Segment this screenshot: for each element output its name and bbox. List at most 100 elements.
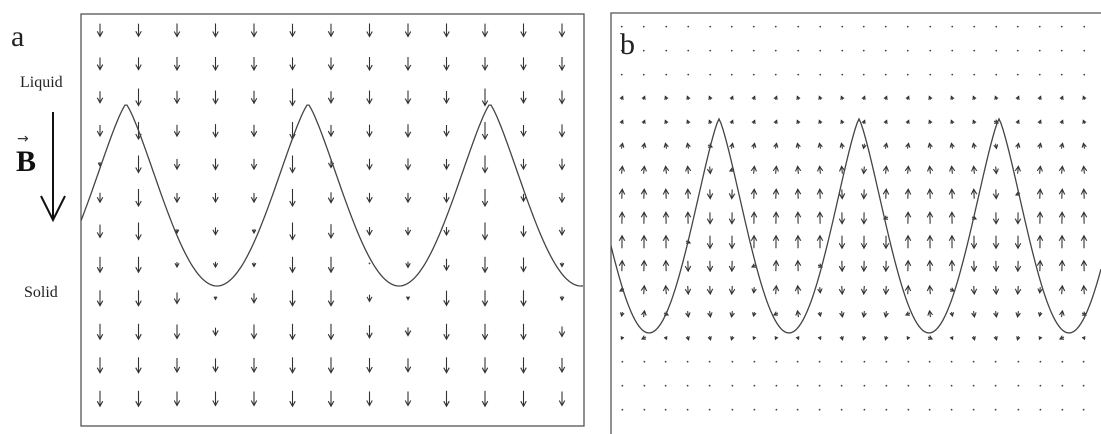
velocity-arrow: [173, 57, 181, 72]
velocity-arrow: [687, 25, 690, 28]
velocity-arrow: [1036, 234, 1044, 249]
velocity-arrow: [96, 192, 104, 204]
velocity-arrow: [641, 119, 646, 124]
velocity-arrow: [443, 357, 450, 374]
velocity-arrow: [664, 384, 667, 387]
velocity-arrow: [838, 212, 846, 225]
velocity-arrow: [862, 336, 867, 341]
velocity-arrow: [995, 25, 998, 28]
velocity-arrow: [366, 227, 373, 237]
velocity-arrow: [796, 408, 799, 411]
velocity-arrow: [405, 296, 411, 301]
velocity-arrow: [662, 165, 670, 174]
velocity-arrow: [621, 360, 624, 363]
velocity-arrow: [520, 390, 527, 408]
velocity-arrow: [250, 192, 258, 204]
velocity-arrow: [730, 25, 733, 28]
velocity-arrow: [96, 290, 104, 307]
velocity-arrow: [96, 323, 104, 341]
velocity-arrow: [135, 189, 142, 208]
velocity-arrow: [212, 23, 219, 38]
velocity-arrow: [1037, 119, 1042, 124]
velocity-arrow: [838, 285, 846, 296]
velocity-arrow: [709, 49, 712, 52]
velocity-arrow: [618, 259, 626, 272]
velocity-arrow: [558, 358, 566, 374]
velocity-arrow: [642, 73, 645, 76]
velocity-arrow: [366, 294, 373, 303]
velocity-arrow: [948, 211, 956, 224]
velocity-arrow: [840, 408, 843, 411]
velocity-arrow: [520, 290, 527, 307]
velocity-arrow: [135, 323, 142, 341]
panel-b-interface-curve: [611, 117, 1101, 334]
velocity-arrow: [818, 119, 823, 124]
velocity-arrow: [906, 73, 909, 76]
velocity-arrow: [863, 408, 866, 411]
velocity-arrow: [905, 142, 911, 149]
velocity-arrow: [558, 23, 566, 38]
velocity-arrow: [481, 122, 489, 141]
velocity-arrow: [327, 57, 335, 71]
velocity-arrow: [949, 142, 955, 149]
velocity-arrow: [687, 73, 690, 76]
velocity-arrow: [750, 165, 758, 174]
velocity-arrow: [1014, 165, 1022, 174]
velocity-arrow: [640, 259, 648, 272]
velocity-arrow: [620, 49, 623, 52]
velocity-arrow: [797, 49, 800, 52]
velocity-arrow: [884, 25, 887, 28]
velocity-arrow: [481, 390, 489, 408]
velocity-arrow: [972, 119, 977, 124]
velocity-arrow: [907, 408, 910, 411]
velocity-arrow: [251, 229, 257, 235]
velocity-arrow: [817, 142, 823, 149]
velocity-arrow: [949, 287, 956, 292]
velocity-arrow: [640, 284, 648, 295]
velocity-arrow: [1037, 311, 1043, 318]
velocity-arrow: [665, 25, 668, 28]
velocity-arrow: [838, 235, 846, 250]
velocity-arrow: [1038, 25, 1041, 28]
velocity-arrow: [906, 49, 909, 52]
velocity-arrow: [993, 336, 998, 341]
velocity-arrow: [796, 95, 801, 100]
panel-a-frame: [80, 13, 585, 427]
velocity-arrow: [929, 49, 932, 52]
velocity-arrow: [950, 408, 953, 411]
velocity-arrow: [751, 142, 757, 149]
velocity-arrow: [1015, 119, 1020, 124]
velocity-arrow: [728, 189, 736, 200]
velocity-arrow: [774, 25, 777, 28]
velocity-arrow: [708, 95, 713, 100]
panel-b-label: b: [620, 28, 635, 61]
velocity-arrow: [684, 285, 692, 296]
velocity-arrow: [926, 165, 934, 174]
velocity-arrow: [289, 222, 296, 241]
velocity-arrow: [1080, 211, 1088, 224]
velocity-arrow: [404, 327, 412, 337]
velocity-arrow: [950, 360, 953, 363]
velocity-arrow: [883, 142, 889, 149]
velocity-arrow: [213, 296, 218, 301]
velocity-arrow: [1036, 211, 1044, 224]
velocity-arrow: [174, 229, 180, 235]
velocity-arrow: [752, 73, 755, 76]
velocity-arrow: [753, 384, 756, 387]
velocity-arrow: [1014, 235, 1022, 250]
velocity-arrow: [520, 323, 527, 341]
velocity-arrow: [971, 142, 977, 149]
velocity-arrow: [135, 290, 142, 307]
velocity-arrow: [642, 25, 645, 28]
velocity-arrow: [993, 311, 999, 319]
velocity-arrow: [904, 188, 912, 199]
velocity-arrow: [289, 357, 296, 374]
velocity-arrow: [751, 95, 756, 100]
velocity-arrow: [289, 155, 296, 174]
velocity-arrow: [327, 290, 335, 307]
velocity-arrow: [928, 360, 931, 363]
velocity-arrow: [862, 73, 865, 76]
velocity-arrow: [641, 142, 647, 149]
velocity-arrow: [640, 165, 648, 174]
velocity-arrow: [926, 234, 934, 249]
